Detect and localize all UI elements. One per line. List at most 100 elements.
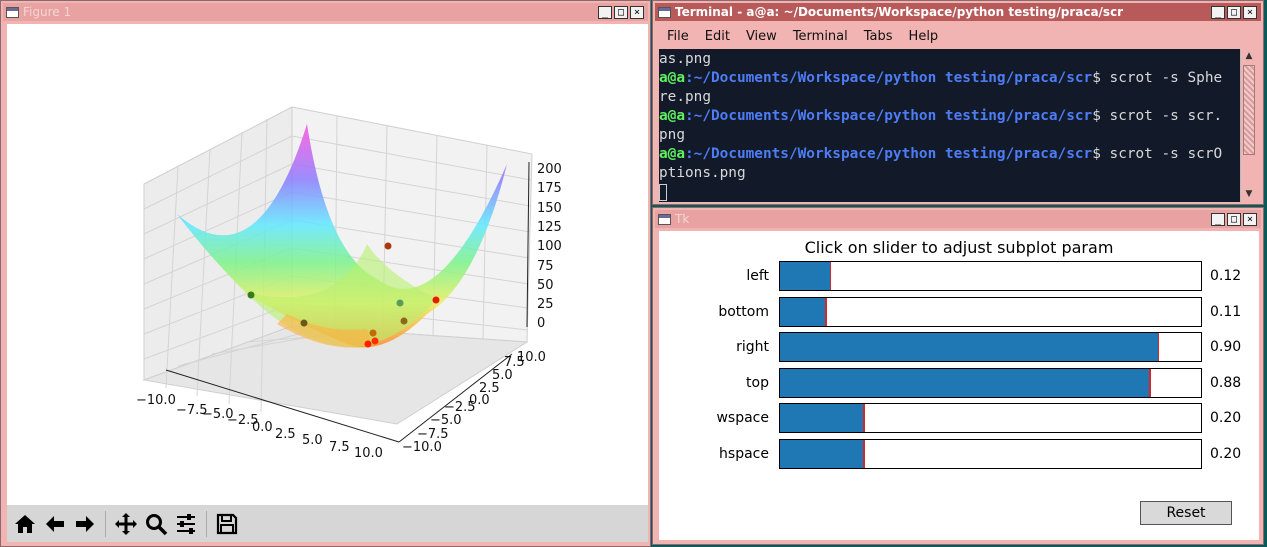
- slider-value: 0.20: [1210, 446, 1242, 462]
- terminal-title: Terminal - a@a: ~/Documents/Workspace/py…: [675, 5, 1124, 19]
- svg-text:25: 25: [537, 297, 554, 312]
- surface-plot-3d[interactable]: 0 25 50 75 100 125 150 175 200 −10.0 −7.…: [7, 24, 648, 504]
- configure-subplots-button[interactable]: [172, 510, 200, 538]
- menu-tabs[interactable]: Tabs: [863, 28, 893, 44]
- figure-titlebar[interactable]: Figure 1 _ □ ×: [3, 3, 648, 21]
- svg-text:7.5: 7.5: [329, 440, 350, 455]
- minimize-button[interactable]: _: [598, 5, 612, 19]
- zoom-button[interactable]: [142, 510, 170, 538]
- terminal-titlebar[interactable]: Terminal - a@a: ~/Documents/Workspace/py…: [655, 3, 1261, 21]
- svg-text:50: 50: [537, 278, 554, 293]
- menu-view[interactable]: View: [745, 28, 777, 44]
- home-button[interactable]: [11, 510, 39, 538]
- figure-toolbar: [7, 505, 648, 542]
- svg-text:−10.0: −10.0: [402, 440, 442, 455]
- save-icon: [216, 513, 238, 534]
- svg-text:10.0: 10.0: [354, 446, 383, 461]
- toolbar-separator: [105, 510, 106, 537]
- scrollbar-thumb[interactable]: [1243, 65, 1255, 155]
- home-icon: [15, 514, 35, 533]
- slider-top[interactable]: [779, 368, 1202, 398]
- slider-fill: [780, 369, 1151, 397]
- svg-text:−7.5: −7.5: [176, 403, 208, 418]
- window-icon: [6, 6, 19, 18]
- pan-button[interactable]: [112, 510, 140, 538]
- maximize-button[interactable]: □: [1227, 212, 1241, 226]
- subplot-config-panel: Click on slider to adjust subplot param …: [659, 231, 1259, 540]
- slider-wspace[interactable]: [779, 403, 1202, 433]
- terminal-line: a@a:~/Documents/Workspace/python testing…: [659, 108, 1223, 124]
- svg-text:0: 0: [537, 316, 545, 331]
- menu-help[interactable]: Help: [908, 28, 939, 44]
- slider-hspace[interactable]: [779, 439, 1202, 469]
- forward-button[interactable]: [71, 510, 99, 538]
- terminal-menubar: File Edit View Terminal Tabs Help: [659, 24, 1257, 48]
- reset-button[interactable]: Reset: [1140, 501, 1232, 525]
- tk-title: Tk: [675, 212, 690, 226]
- menu-edit[interactable]: Edit: [704, 28, 730, 44]
- figure-title: Figure 1: [23, 5, 72, 19]
- y-tick-labels: −10.0 −7.5 −5.0 −2.5 0.0 2.5 5.0 7.5 10.…: [402, 350, 546, 455]
- panel-heading: Click on slider to adjust subplot param: [804, 238, 1114, 257]
- pan-icon: [115, 512, 137, 535]
- menu-file[interactable]: File: [667, 28, 689, 44]
- slider-value: 0.12: [1210, 268, 1242, 284]
- svg-text:0.0: 0.0: [469, 393, 490, 408]
- slider-label: right: [736, 339, 769, 355]
- figure-window: Figure 1 _ □ ×: [0, 0, 651, 547]
- slider-fill: [780, 404, 865, 432]
- terminal-line: a@a:~/Documents/Workspace/python testing…: [659, 70, 1223, 86]
- slider-marker: [1157, 333, 1160, 361]
- svg-text:0.0: 0.0: [252, 420, 273, 435]
- close-button[interactable]: ×: [630, 5, 644, 19]
- slider-bottom[interactable]: [779, 297, 1202, 327]
- scroll-down-icon[interactable]: ▼: [1245, 189, 1253, 199]
- slider-marker: [825, 298, 827, 326]
- close-button[interactable]: ×: [1243, 212, 1257, 226]
- floor-pane: [142, 325, 529, 425]
- back-button[interactable]: [41, 510, 69, 538]
- scatter-points: [247, 242, 440, 348]
- z-axis-line: [526, 161, 530, 328]
- toolbar-separator: [206, 510, 207, 537]
- save-button[interactable]: [213, 510, 241, 538]
- slider-label: hspace: [719, 446, 769, 462]
- svg-text:−2.5: −2.5: [227, 413, 259, 428]
- svg-text:−10.0: −10.0: [136, 393, 176, 408]
- svg-text:2.5: 2.5: [479, 381, 500, 396]
- terminal-scrollbar[interactable]: ▲ ▼: [1240, 49, 1257, 202]
- window-icon: [658, 213, 671, 225]
- slider-fill: [780, 440, 865, 468]
- slider-right[interactable]: [779, 332, 1202, 362]
- slider-value: 0.11: [1210, 304, 1242, 320]
- slider-label: left: [746, 268, 769, 284]
- svg-text:−7.5: −7.5: [417, 427, 449, 442]
- terminal-output[interactable]: as.png a@a:~/Documents/Workspace/python …: [659, 49, 1246, 202]
- zoom-icon: [146, 513, 168, 535]
- slider-label: bottom: [718, 304, 769, 320]
- menu-terminal[interactable]: Terminal: [792, 28, 848, 44]
- svg-text:7.5: 7.5: [504, 355, 525, 370]
- svg-text:10.0: 10.0: [517, 350, 546, 365]
- slider-value: 0.88: [1210, 375, 1242, 391]
- close-button[interactable]: ×: [1243, 5, 1257, 19]
- slider-fill: [780, 333, 1159, 361]
- figure-canvas[interactable]: 0 25 50 75 100 125 150 175 200 −10.0 −7.…: [7, 24, 648, 542]
- slider-label: wspace: [716, 410, 769, 426]
- maximize-button[interactable]: □: [1227, 5, 1241, 19]
- minimize-button[interactable]: _: [1211, 212, 1225, 226]
- slider-marker: [829, 262, 832, 290]
- slider-value: 0.20: [1210, 410, 1242, 426]
- slider-left[interactable]: [779, 261, 1202, 291]
- terminal-line: png: [659, 127, 685, 143]
- minimize-button[interactable]: _: [1211, 5, 1225, 19]
- tk-titlebar[interactable]: Tk _ □ ×: [655, 210, 1261, 228]
- svg-text:100: 100: [537, 239, 562, 254]
- svg-text:2.5: 2.5: [275, 427, 296, 442]
- svg-text:−2.5: −2.5: [444, 400, 476, 415]
- scroll-up-icon[interactable]: ▲: [1245, 51, 1253, 61]
- terminal-line: re.png: [659, 89, 711, 105]
- maximize-button[interactable]: □: [614, 5, 628, 19]
- x-axis-line: [165, 369, 400, 443]
- svg-text:−5.0: −5.0: [202, 407, 234, 422]
